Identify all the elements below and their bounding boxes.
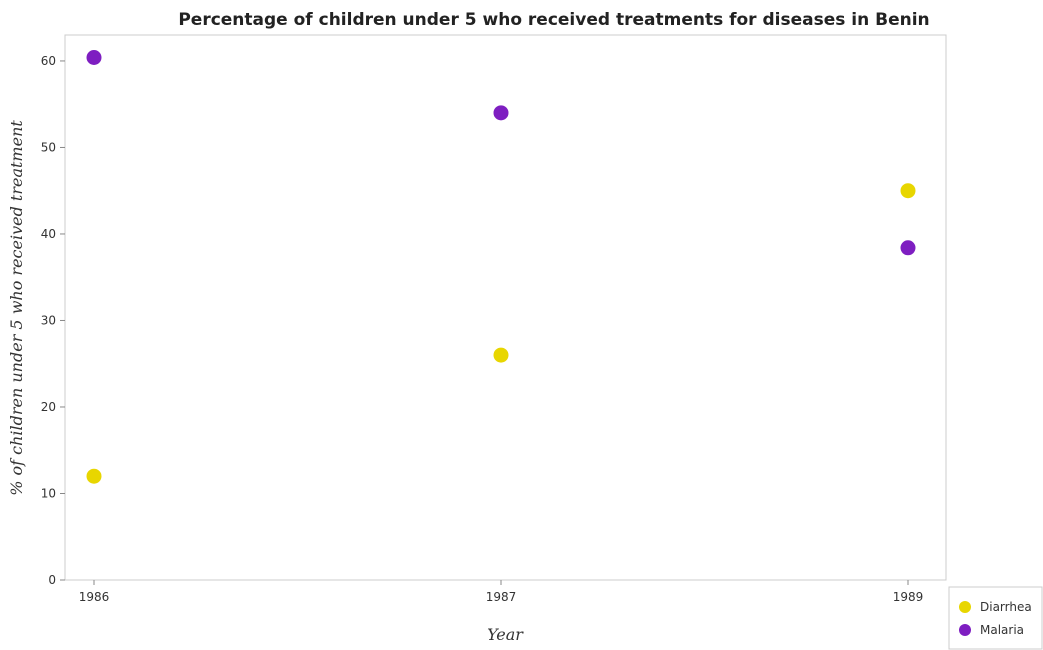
x-axis-label: Year: [487, 625, 524, 644]
y-tick-label: 30: [41, 313, 56, 327]
diarrhea-point-1986: [86, 468, 102, 484]
malaria-point-1987: [493, 105, 509, 121]
legend-label-malaria: Malaria: [980, 623, 1024, 637]
x-axis: 1986 1987 1989: [79, 580, 924, 604]
legend-box: [948, 586, 1043, 650]
x-tick-label: 1989: [893, 590, 924, 604]
diarrhea-point-1987: [493, 347, 509, 363]
legend-marker-malaria: [959, 624, 971, 636]
y-tick-label: 50: [41, 140, 56, 154]
y-tick-label: 40: [41, 227, 56, 241]
x-tick-label: 1987: [486, 590, 517, 604]
data-points: [86, 49, 916, 484]
y-tick-label: 20: [41, 400, 56, 414]
plot-area: [64, 34, 947, 581]
y-tick-label: 0: [48, 573, 56, 587]
diarrhea-point-1989: [900, 183, 916, 199]
y-tick-label: 10: [41, 486, 56, 500]
chart-title: Percentage of children under 5 who recei…: [178, 10, 929, 30]
legend-marker-diarrhea: [959, 601, 971, 613]
y-tick-label: 60: [41, 54, 56, 68]
y-axis-label: % of children under 5 who received treat…: [7, 120, 26, 496]
legend: Diarrhea Malaria: [948, 586, 1043, 650]
legend-label-diarrhea: Diarrhea: [980, 600, 1032, 614]
x-tick-label: 1986: [79, 590, 110, 604]
y-axis: 0 10 20 30 40 50 60: [41, 54, 65, 587]
malaria-point-1986: [86, 49, 102, 65]
malaria-point-1989: [900, 240, 916, 256]
